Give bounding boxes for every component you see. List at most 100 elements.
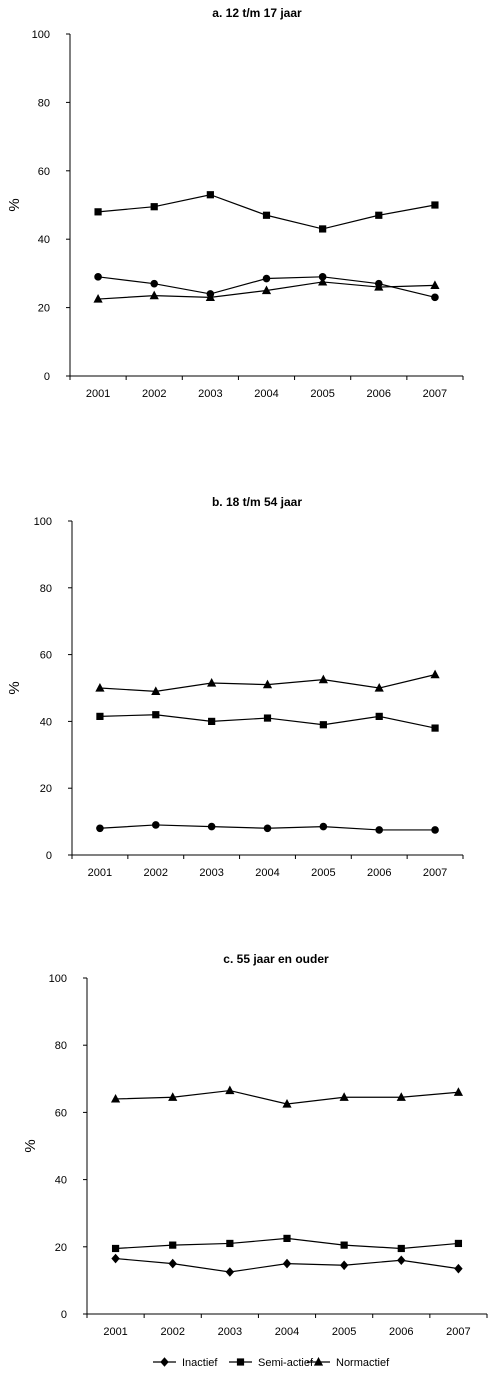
data-point [96, 712, 104, 720]
data-point [208, 717, 216, 725]
data-point [319, 721, 327, 729]
data-point [454, 1239, 463, 1248]
data-point [430, 669, 440, 679]
data-point [339, 1092, 349, 1101]
legend-label: Inactief [182, 1357, 218, 1369]
x-tick-label: 2001 [88, 867, 112, 879]
data-point [205, 292, 215, 301]
y-tick-label: 0 [61, 1309, 67, 1321]
series-semi-actief [96, 711, 439, 732]
y-tick-label: 60 [38, 166, 50, 178]
data-point [431, 826, 439, 834]
data-point [261, 285, 272, 295]
chart-panel-3: c. 55 jaar en ouder 0 20 40 60 80 100 2001 2002 2… [22, 952, 488, 1338]
y-tick-label: 80 [38, 97, 50, 109]
series-normactief [110, 1085, 464, 1108]
data-point [340, 1241, 348, 1249]
series-inactief [111, 1253, 463, 1277]
y-tick-label: 100 [32, 29, 50, 41]
data-point [94, 208, 102, 216]
y-axis-label: % [6, 681, 23, 694]
data-point [150, 203, 158, 211]
y-tick-label: 0 [44, 371, 50, 383]
data-point [375, 211, 383, 219]
series-semi-actief [94, 191, 439, 233]
chart-title: a. 12 t/m 17 jaar [212, 6, 302, 20]
data-point [319, 822, 328, 831]
x-tick-label: 2002 [160, 1326, 184, 1338]
x-tick-label: 2006 [367, 867, 391, 879]
x-tick-label: 2003 [198, 388, 222, 400]
data-point [168, 1092, 178, 1101]
data-point [318, 276, 328, 286]
y-tick-label: 40 [40, 716, 52, 728]
chart-title: b. 18 t/m 54 jaar [212, 495, 302, 509]
data-point [339, 1260, 349, 1271]
data-point [151, 821, 160, 829]
y-tick-label: 40 [38, 234, 50, 246]
legend-label: Normactief [336, 1357, 390, 1369]
data-point [206, 191, 214, 199]
data-point [431, 201, 439, 209]
data-point [397, 1244, 405, 1253]
data-point [262, 274, 271, 283]
data-point [396, 1092, 406, 1101]
data-point [150, 279, 159, 288]
x-tick-label: 2003 [218, 1326, 242, 1338]
series-semi-actief [111, 1234, 463, 1253]
data-point [226, 1239, 234, 1248]
legend-marker-triangle [313, 1357, 324, 1366]
data-point [110, 1093, 121, 1103]
data-point [93, 294, 103, 303]
series-inactief [96, 821, 439, 834]
x-tick-label: 2004 [255, 867, 279, 879]
data-point [375, 712, 383, 720]
x-tick-label: 2002 [142, 388, 166, 400]
x-tick-label: 2006 [389, 1326, 413, 1338]
y-tick-label: 60 [55, 1107, 67, 1119]
data-point [262, 679, 273, 689]
y-tick-label: 80 [40, 583, 52, 595]
data-point [169, 1241, 177, 1249]
data-point [151, 686, 161, 695]
data-point [168, 1258, 177, 1269]
data-point [207, 822, 216, 831]
series-normactief [95, 669, 440, 695]
y-tick-label: 20 [38, 303, 50, 315]
data-point [225, 1085, 235, 1095]
data-point [454, 1263, 463, 1274]
data-point [149, 290, 159, 300]
legend-marker-diamond [160, 1357, 169, 1367]
y-tick-label: 40 [55, 1175, 67, 1187]
data-point [96, 824, 104, 833]
y-tick-label: 20 [40, 783, 52, 795]
x-tick-label: 2003 [199, 867, 223, 879]
data-point [95, 683, 105, 692]
data-point [318, 273, 327, 281]
data-point [318, 674, 328, 684]
data-point [374, 282, 384, 291]
data-point [262, 211, 271, 219]
chart-panel-2: b. 18 t/m 54 jaar 0 20 40 60 80 100 2001 2002 200… [6, 495, 464, 879]
data-point [430, 280, 440, 289]
data-point [111, 1253, 120, 1264]
legend-item: Inactief [153, 1357, 218, 1369]
legend: Inactief Semi-actief Normactief [153, 1357, 390, 1369]
chart-title: c. 55 jaar en ouder [223, 952, 329, 966]
data-point [431, 293, 439, 302]
data-point [282, 1099, 292, 1108]
x-tick-label: 2005 [311, 867, 335, 879]
data-point [207, 677, 217, 687]
x-tick-label: 2005 [310, 388, 334, 400]
data-point [375, 826, 384, 834]
y-tick-label: 20 [55, 1242, 67, 1254]
y-tick-label: 80 [55, 1040, 67, 1052]
y-tick-label: 0 [46, 850, 52, 862]
x-tick-label: 2007 [446, 1326, 470, 1338]
data-point [319, 225, 327, 233]
data-point [263, 824, 272, 833]
data-point [283, 1234, 291, 1242]
data-point [453, 1087, 464, 1096]
chart-panel-1: a. 12 t/m 17 jaar 0 20 40 60 80 100 2001 2002 200… [6, 6, 464, 400]
